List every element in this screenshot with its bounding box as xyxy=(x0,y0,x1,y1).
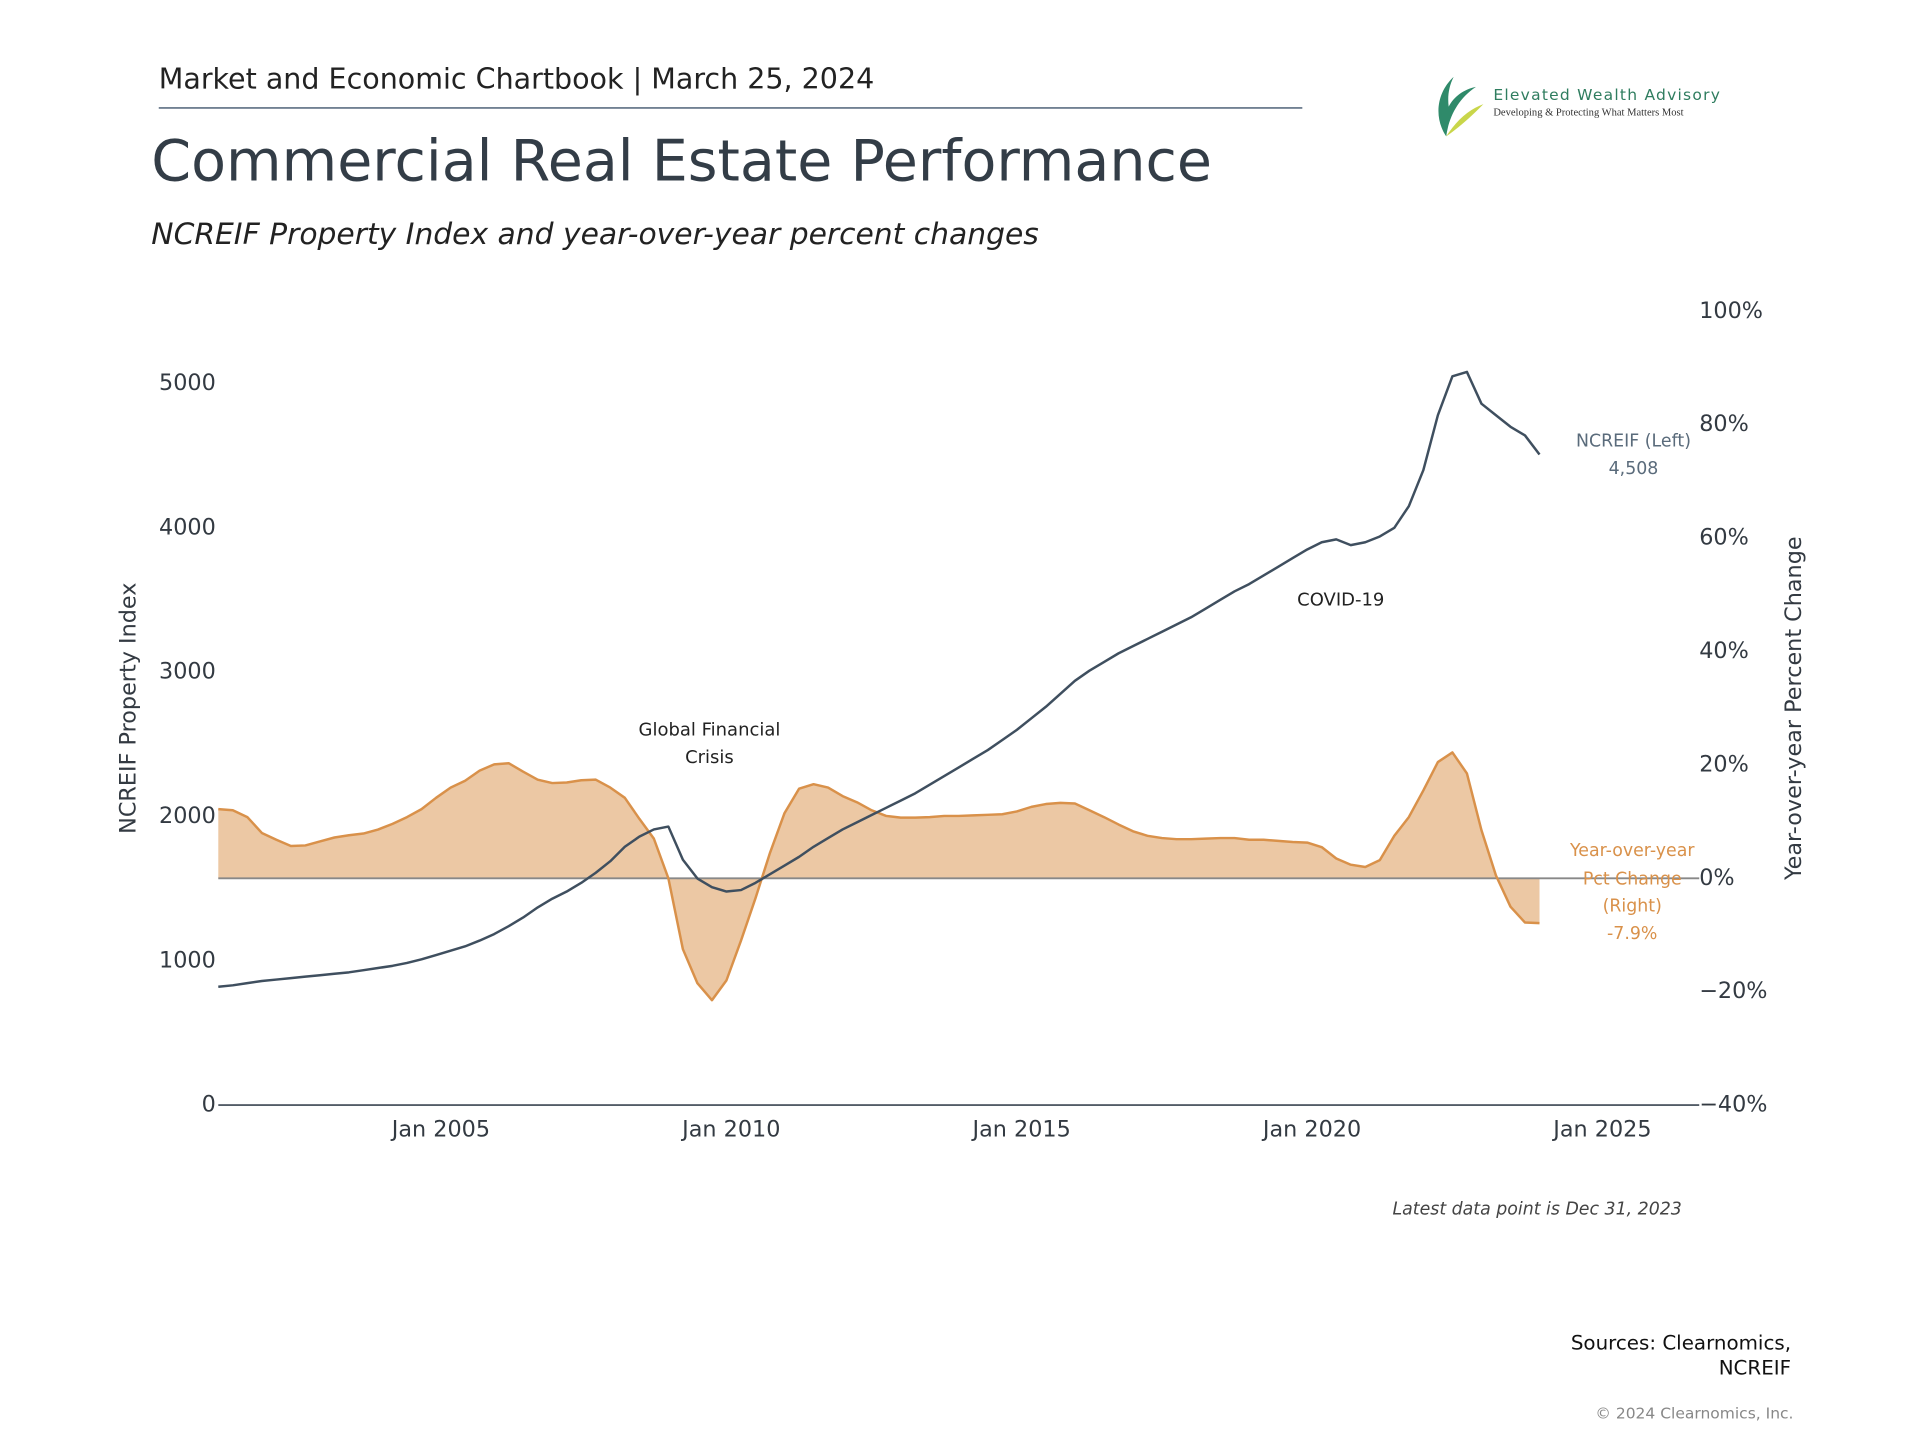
y2-tick-label: 40% xyxy=(1699,638,1749,664)
y-tick-label: 0 xyxy=(202,1092,216,1118)
chartbook-header: Market and Economic Chartbook | March 25… xyxy=(159,63,874,96)
x-tick-label: Jan 2010 xyxy=(680,1116,780,1142)
y2-tick-label: 100% xyxy=(1699,298,1763,324)
series-label: NCREIF (Left) xyxy=(1576,432,1691,452)
chart-subtitle: NCREIF Property Index and year-over-year… xyxy=(151,217,1038,252)
chart-title: Commercial Real Estate Performance xyxy=(151,129,1212,195)
yoy-line xyxy=(218,751,1540,1002)
index-line xyxy=(218,370,1541,989)
x-tick-label: Jan 2020 xyxy=(1261,1116,1361,1142)
y-axis-title: NCREIF Property Index xyxy=(115,583,141,834)
y-tick-label: 1000 xyxy=(159,947,216,973)
logo: Elevated Wealth Advisory Developing & Pr… xyxy=(1438,76,1721,137)
series-label: Year-over-year Pct Change (Right) xyxy=(1569,840,1695,917)
y2-tick-label: 20% xyxy=(1699,751,1749,777)
y-tick-label: 2000 xyxy=(159,803,216,829)
sources: Sources: Clearnomics, NCREIF xyxy=(1570,1330,1792,1380)
yoy-area xyxy=(218,752,1540,1001)
y-tick-label: 4000 xyxy=(159,514,216,540)
x-tick-label: Jan 2005 xyxy=(390,1116,490,1142)
y2-tick-label: 80% xyxy=(1699,411,1749,437)
x-tick-label: Jan 2015 xyxy=(971,1116,1071,1142)
y-tick-label: 5000 xyxy=(159,370,216,396)
x-tick-label: Jan 2025 xyxy=(1551,1116,1651,1142)
logo-mark xyxy=(1438,76,1476,137)
y2-tick-label: −40% xyxy=(1699,1092,1767,1118)
series-label-box: Year-over-year Pct Change (Right) xyxy=(1569,840,1695,917)
y2-tick-label: −20% xyxy=(1699,978,1767,1004)
y2-axis-title: Year-over-year Percent Change xyxy=(1781,536,1807,881)
value-label: 4,508 xyxy=(1609,459,1659,479)
annotation-box: Global Financial Crisis xyxy=(638,720,781,768)
logo-tagline: Developing & Protecting What Matters Mos… xyxy=(1493,107,1683,118)
sources-box: Sources: Clearnomics, NCREIF xyxy=(1570,1330,1792,1380)
copyright: © 2024 Clearnomics, Inc. xyxy=(1595,1404,1793,1422)
y-tick-label: 3000 xyxy=(159,659,216,685)
value-label: -7.9% xyxy=(1607,924,1657,944)
footnote: Latest data point is Dec 31, 2023 xyxy=(1392,1199,1681,1219)
y2-tick-label: 60% xyxy=(1699,525,1749,551)
logo-name: Elevated Wealth Advisory xyxy=(1493,86,1721,104)
logo-mark xyxy=(1446,104,1484,137)
y2-tick-label: 0% xyxy=(1699,865,1734,891)
annotation: COVID-19 xyxy=(1297,589,1384,610)
annotation: Global Financial Crisis xyxy=(638,720,781,768)
